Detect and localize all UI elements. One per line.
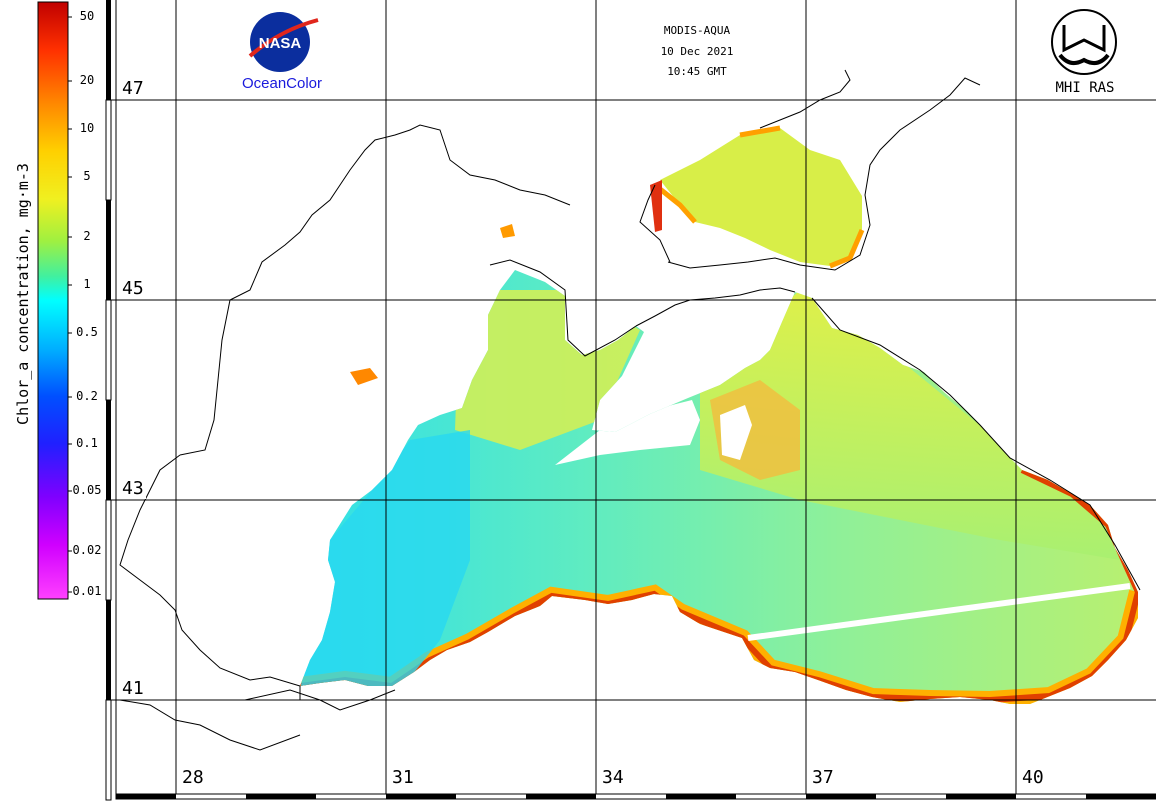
map-frame — [105, 0, 1156, 801]
colorbar-title: Chlor_a concentration, mg·m-3 — [14, 163, 32, 425]
longitude-label: 40 — [1020, 767, 1046, 788]
colorbar-tick-label: 0.1 — [76, 436, 98, 450]
nasa-logo: NASA — [248, 12, 319, 72]
date-label: 10 Dec 2021 — [660, 45, 734, 58]
mhi-logo — [1051, 9, 1117, 75]
cloud-gap — [555, 400, 700, 465]
colorbar-tick-label: 5 — [83, 169, 91, 183]
nw-shelf-yellow-zone — [455, 290, 640, 450]
colorbar — [37, 1, 72, 600]
colorbar-tick-label: 0.01 — [72, 584, 102, 598]
west-blue-zone — [300, 430, 470, 690]
graticule — [108, 0, 1156, 795]
azov-sea-area — [660, 128, 862, 266]
colorbar-tick-label: 0.02 — [72, 543, 102, 557]
coastline — [119, 69, 1141, 751]
colorbar-tick-label: 1 — [83, 277, 91, 291]
colorbar-tick-label: 50 — [79, 9, 95, 23]
sivash-red — [650, 180, 662, 232]
longitude-label: 34 — [600, 767, 626, 788]
longitude-label: 31 — [390, 767, 416, 788]
sensor-label: MODIS-AQUA — [663, 24, 731, 37]
colorbar-tick-label: 20 — [79, 73, 95, 87]
latitude-label: 47 — [120, 78, 146, 99]
oceancolor-caption: OceanColor — [241, 75, 323, 92]
longitude-label: 28 — [180, 767, 206, 788]
colorbar-tick-label: 0.05 — [72, 483, 102, 497]
odessa-patch — [350, 368, 378, 385]
cloud-gap-east — [720, 405, 752, 460]
scan-gap-stripe — [747, 583, 1131, 641]
colorbar-tick-label: 2 — [83, 229, 91, 243]
chlorophyll-field — [300, 125, 1138, 704]
latitude-label: 45 — [120, 278, 146, 299]
latitude-label: 43 — [120, 478, 146, 499]
mhi-emblem-icon — [1051, 9, 1117, 75]
colorbar-tick-label: 10 — [79, 121, 95, 135]
colorbar-tick-label: 0.5 — [76, 325, 98, 339]
colorbar-tick-label: 0.2 — [76, 389, 98, 403]
mhi-ras-caption: MHI RAS — [1055, 80, 1115, 96]
time-label: 10:45 GMT — [667, 65, 727, 78]
northeast-yellow-zone — [700, 290, 1120, 560]
colorbar-gradient — [37, 1, 69, 600]
azov-coast-orange — [653, 125, 865, 269]
dnieper-patch — [500, 224, 515, 238]
latitude-label: 41 — [120, 678, 146, 699]
nasa-emblem-text: NASA — [259, 35, 302, 52]
longitude-label: 37 — [810, 767, 836, 788]
